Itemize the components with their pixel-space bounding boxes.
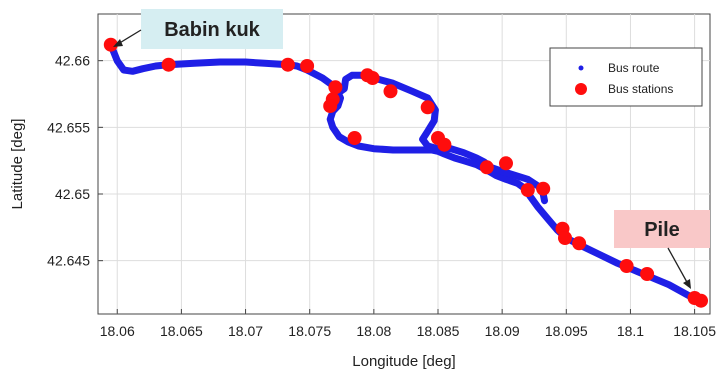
bus-station-point (280, 57, 295, 72)
legend-route-label: Bus route (608, 61, 660, 75)
bus-station-point (437, 137, 452, 152)
legend-route-marker (578, 65, 584, 71)
annotation-babin-kuk-arrowhead (113, 39, 123, 47)
station-layer (103, 37, 708, 308)
bus-station-point (347, 131, 362, 145)
x-tick-label: 18.06 (100, 323, 135, 339)
ticks: 18.06 18.065 18.07 18.075 18.08 18.085 18.09 18… (47, 53, 716, 339)
bus-station-point (383, 84, 398, 99)
legend-station-marker (575, 83, 587, 95)
annotation-pile-box (614, 210, 710, 248)
bus-station-point (103, 37, 118, 52)
x-tick-label: 18.085 (417, 323, 460, 339)
annotation-babin-kuk-box (141, 9, 283, 49)
y-tick-label: 42.65 (55, 186, 90, 202)
legend: Bus route Bus stations (549, 47, 703, 107)
y-tick-label: 42.645 (47, 253, 90, 269)
bus-station-point (536, 181, 551, 196)
x-tick-label: 18.08 (356, 323, 391, 339)
legend-box (549, 47, 703, 107)
bus-station-point (499, 156, 513, 171)
bus-station-point (479, 160, 494, 175)
y-tick-label: 42.655 (47, 119, 90, 135)
bus-station-point (328, 80, 343, 95)
annotation-babin-kuk-text: Babin kuk (164, 19, 260, 41)
bus-station-point (694, 293, 708, 308)
bus-station-point (323, 99, 338, 113)
x-tick-label: 18.075 (288, 323, 331, 339)
x-tick-label: 18.095 (545, 323, 588, 339)
bus-station-point (420, 100, 435, 115)
bus-station-point (558, 231, 572, 245)
x-tick-label: 18.1 (617, 323, 644, 339)
bus-station-point (300, 59, 315, 73)
annotation-pile-arrow (667, 247, 689, 285)
x-tick-label: 18.105 (673, 323, 716, 339)
y-tick-label: 42.66 (55, 53, 90, 69)
bus-station-point (161, 57, 176, 72)
bus-station-point (520, 183, 535, 197)
bus-station-point (640, 267, 655, 281)
bus-station-point (619, 259, 634, 273)
annotation-babin-kuk-arrow (117, 29, 142, 45)
annotation-pile-arrowhead (683, 279, 691, 289)
x-tick-label: 18.09 (485, 323, 520, 339)
annotation-pile-text: Pile (644, 219, 680, 241)
bus-station-point (572, 236, 587, 251)
x-axis-label: Longitude [deg] (352, 353, 455, 370)
legend-station-label: Bus stations (608, 82, 673, 96)
bus-station-point (365, 71, 380, 85)
y-axis-label: Latitude [deg] (9, 119, 26, 210)
x-tick-label: 18.065 (160, 323, 203, 339)
annotation-pile: Pile (614, 210, 710, 289)
annotation-babin-kuk: Babin kuk (113, 9, 283, 49)
x-tick-label: 18.07 (228, 323, 263, 339)
